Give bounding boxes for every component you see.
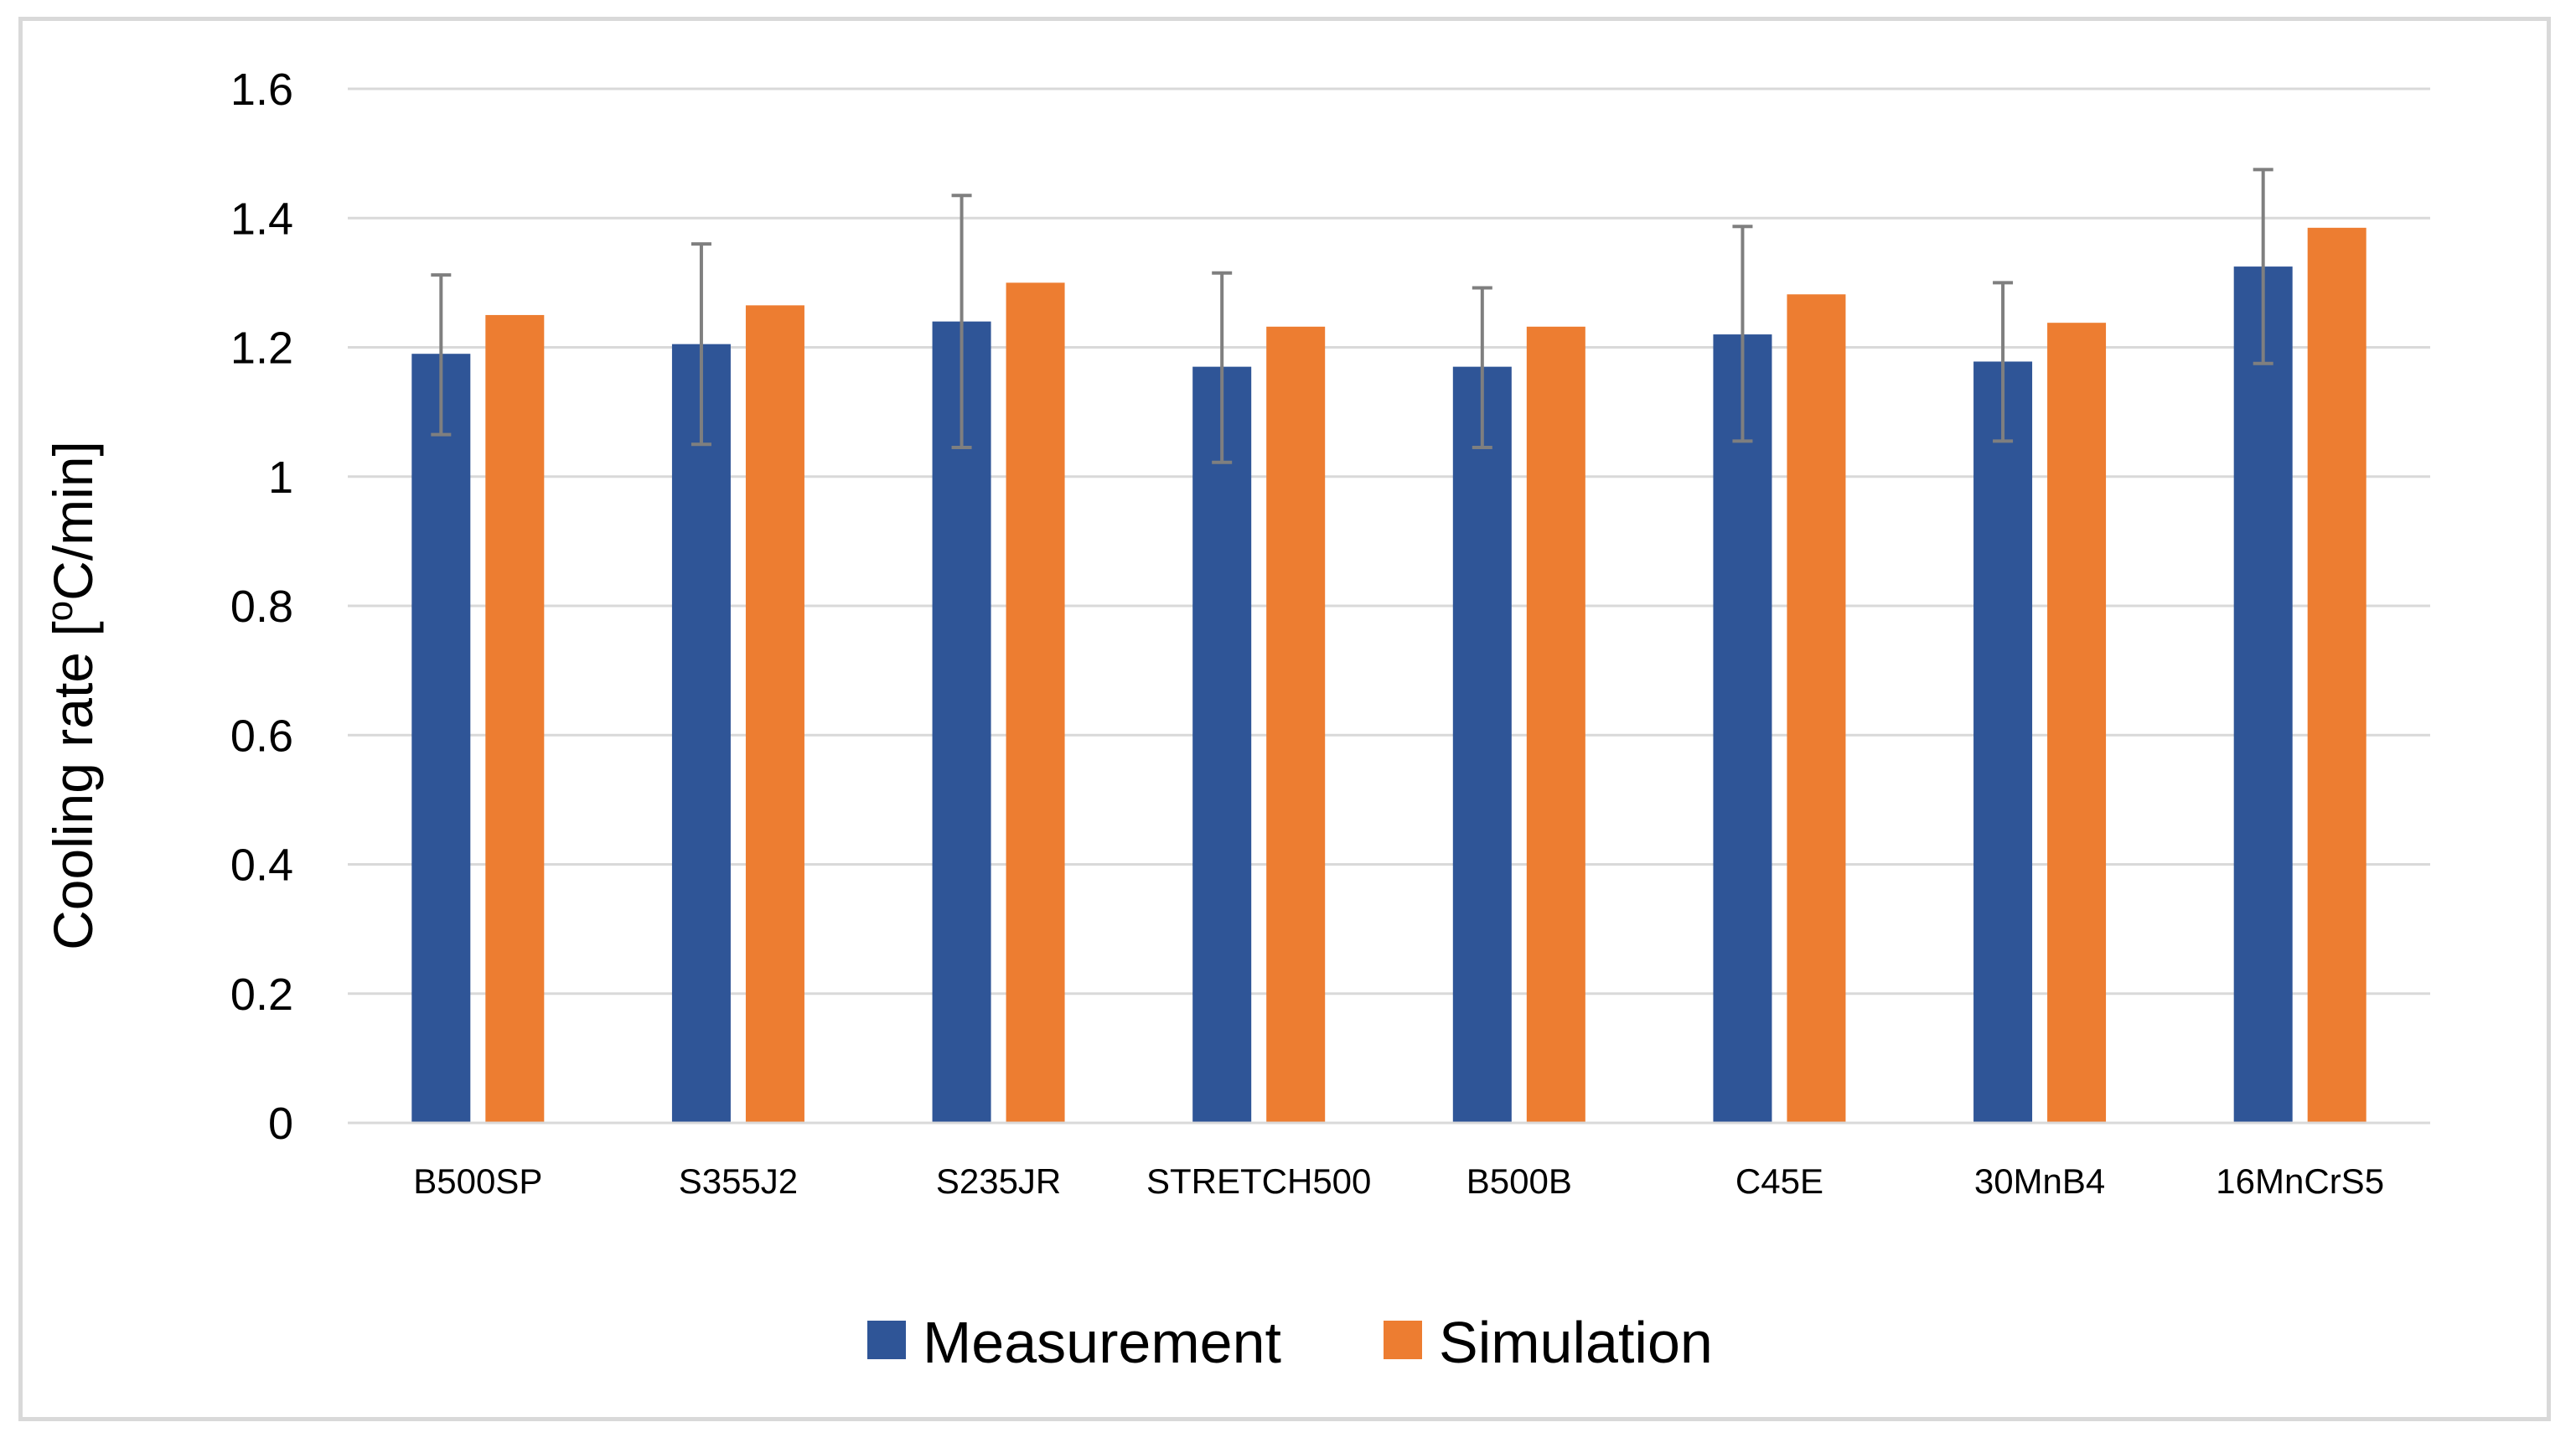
bar-measurement-s355j2 — [671, 344, 731, 1123]
y-axis-title: Cooling rate [oC/min] — [39, 441, 105, 950]
bar-simulation-s235jr — [1006, 282, 1065, 1123]
y-axis-title-superscript: o — [39, 601, 80, 621]
y-tick-label: 0.8 — [230, 582, 293, 632]
bar-simulation-s355j2 — [745, 305, 804, 1123]
bars — [411, 227, 2367, 1124]
x-tick-label: B500B — [1466, 1161, 1572, 1201]
bar-measurement-b500sp — [411, 354, 471, 1123]
bar-simulation-c45e — [1787, 294, 1846, 1123]
bar-measurement-30mnb4 — [1973, 361, 2033, 1123]
legend-label-measurement: Measurement — [923, 1310, 1281, 1375]
x-tick-label: STRETCH500 — [1146, 1161, 1371, 1201]
y-tick-label: 1 — [268, 453, 293, 503]
y-tick-label: 0 — [268, 1099, 293, 1149]
bar-measurement-stretch500 — [1192, 366, 1252, 1123]
bar-simulation-16mncrs5 — [2307, 227, 2367, 1124]
x-axis-tick-labels: B500SP S355J2 S235JR STRETCH500 B500B C45E 30M… — [413, 1161, 2384, 1201]
bar-measurement-b500b — [1452, 366, 1512, 1123]
y-tick-label: 1.2 — [230, 323, 293, 374]
error-bar-30mnb4 — [1993, 281, 2014, 443]
y-tick-label: 1.4 — [230, 194, 293, 244]
error-bar-c45e — [1732, 225, 1753, 443]
x-tick-label: C45E — [1735, 1161, 1823, 1201]
x-tick-label: 16MnCrS5 — [2216, 1161, 2384, 1201]
legend-swatch-measurement — [867, 1321, 906, 1359]
y-axis-title-main: Cooling rate [ — [42, 621, 104, 950]
bar-measurement-16mncrs5 — [2233, 266, 2293, 1123]
bar-measurement-s235jr — [932, 321, 991, 1123]
y-tick-label: 0.6 — [230, 711, 293, 761]
y-axis-tick-labels: 0 0.2 0.4 0.6 0.8 1 1.2 1.4 1.6 — [230, 65, 293, 1149]
error-bar-s355j2 — [691, 242, 711, 447]
gridlines — [348, 87, 2430, 996]
error-bar-stretch500 — [1212, 271, 1233, 464]
error-bars — [431, 168, 2273, 464]
y-tick-label: 1.6 — [230, 65, 293, 115]
bar-simulation-b500sp — [485, 314, 545, 1123]
legend-swatch-simulation — [1384, 1321, 1422, 1359]
x-tick-label: S355J2 — [679, 1161, 798, 1201]
bar-simulation-stretch500 — [1266, 326, 1326, 1123]
legend: Measurement Simulation — [867, 1310, 1713, 1375]
error-bar-16mncrs5 — [2253, 168, 2273, 365]
x-tick-label: S235JR — [936, 1161, 1061, 1201]
bar-simulation-b500b — [1526, 326, 1585, 1123]
x-tick-label: B500SP — [413, 1161, 542, 1201]
error-bar-b500sp — [431, 273, 452, 437]
y-tick-label: 0.2 — [230, 970, 293, 1020]
error-bar-b500b — [1472, 286, 1492, 450]
bar-measurement-c45e — [1713, 334, 1772, 1123]
bar-simulation-30mnb4 — [2047, 323, 2107, 1123]
error-bar-s235jr — [951, 194, 972, 450]
x-tick-label: 30MnB4 — [1974, 1161, 2105, 1201]
y-tick-label: 0.4 — [230, 840, 293, 891]
y-axis-title-suffix: C/min] — [42, 441, 104, 601]
legend-label-simulation: Simulation — [1439, 1310, 1713, 1375]
